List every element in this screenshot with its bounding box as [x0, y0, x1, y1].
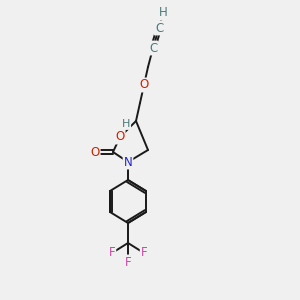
Text: F: F: [125, 256, 131, 268]
Text: N: N: [124, 155, 132, 169]
Text: F: F: [141, 247, 147, 260]
Text: O: O: [140, 79, 148, 92]
Text: F: F: [109, 247, 115, 260]
Text: H: H: [122, 119, 130, 129]
Text: H: H: [159, 7, 167, 20]
Text: C: C: [155, 22, 163, 34]
Text: O: O: [116, 130, 124, 143]
Text: O: O: [90, 146, 100, 158]
Text: C: C: [149, 41, 157, 55]
